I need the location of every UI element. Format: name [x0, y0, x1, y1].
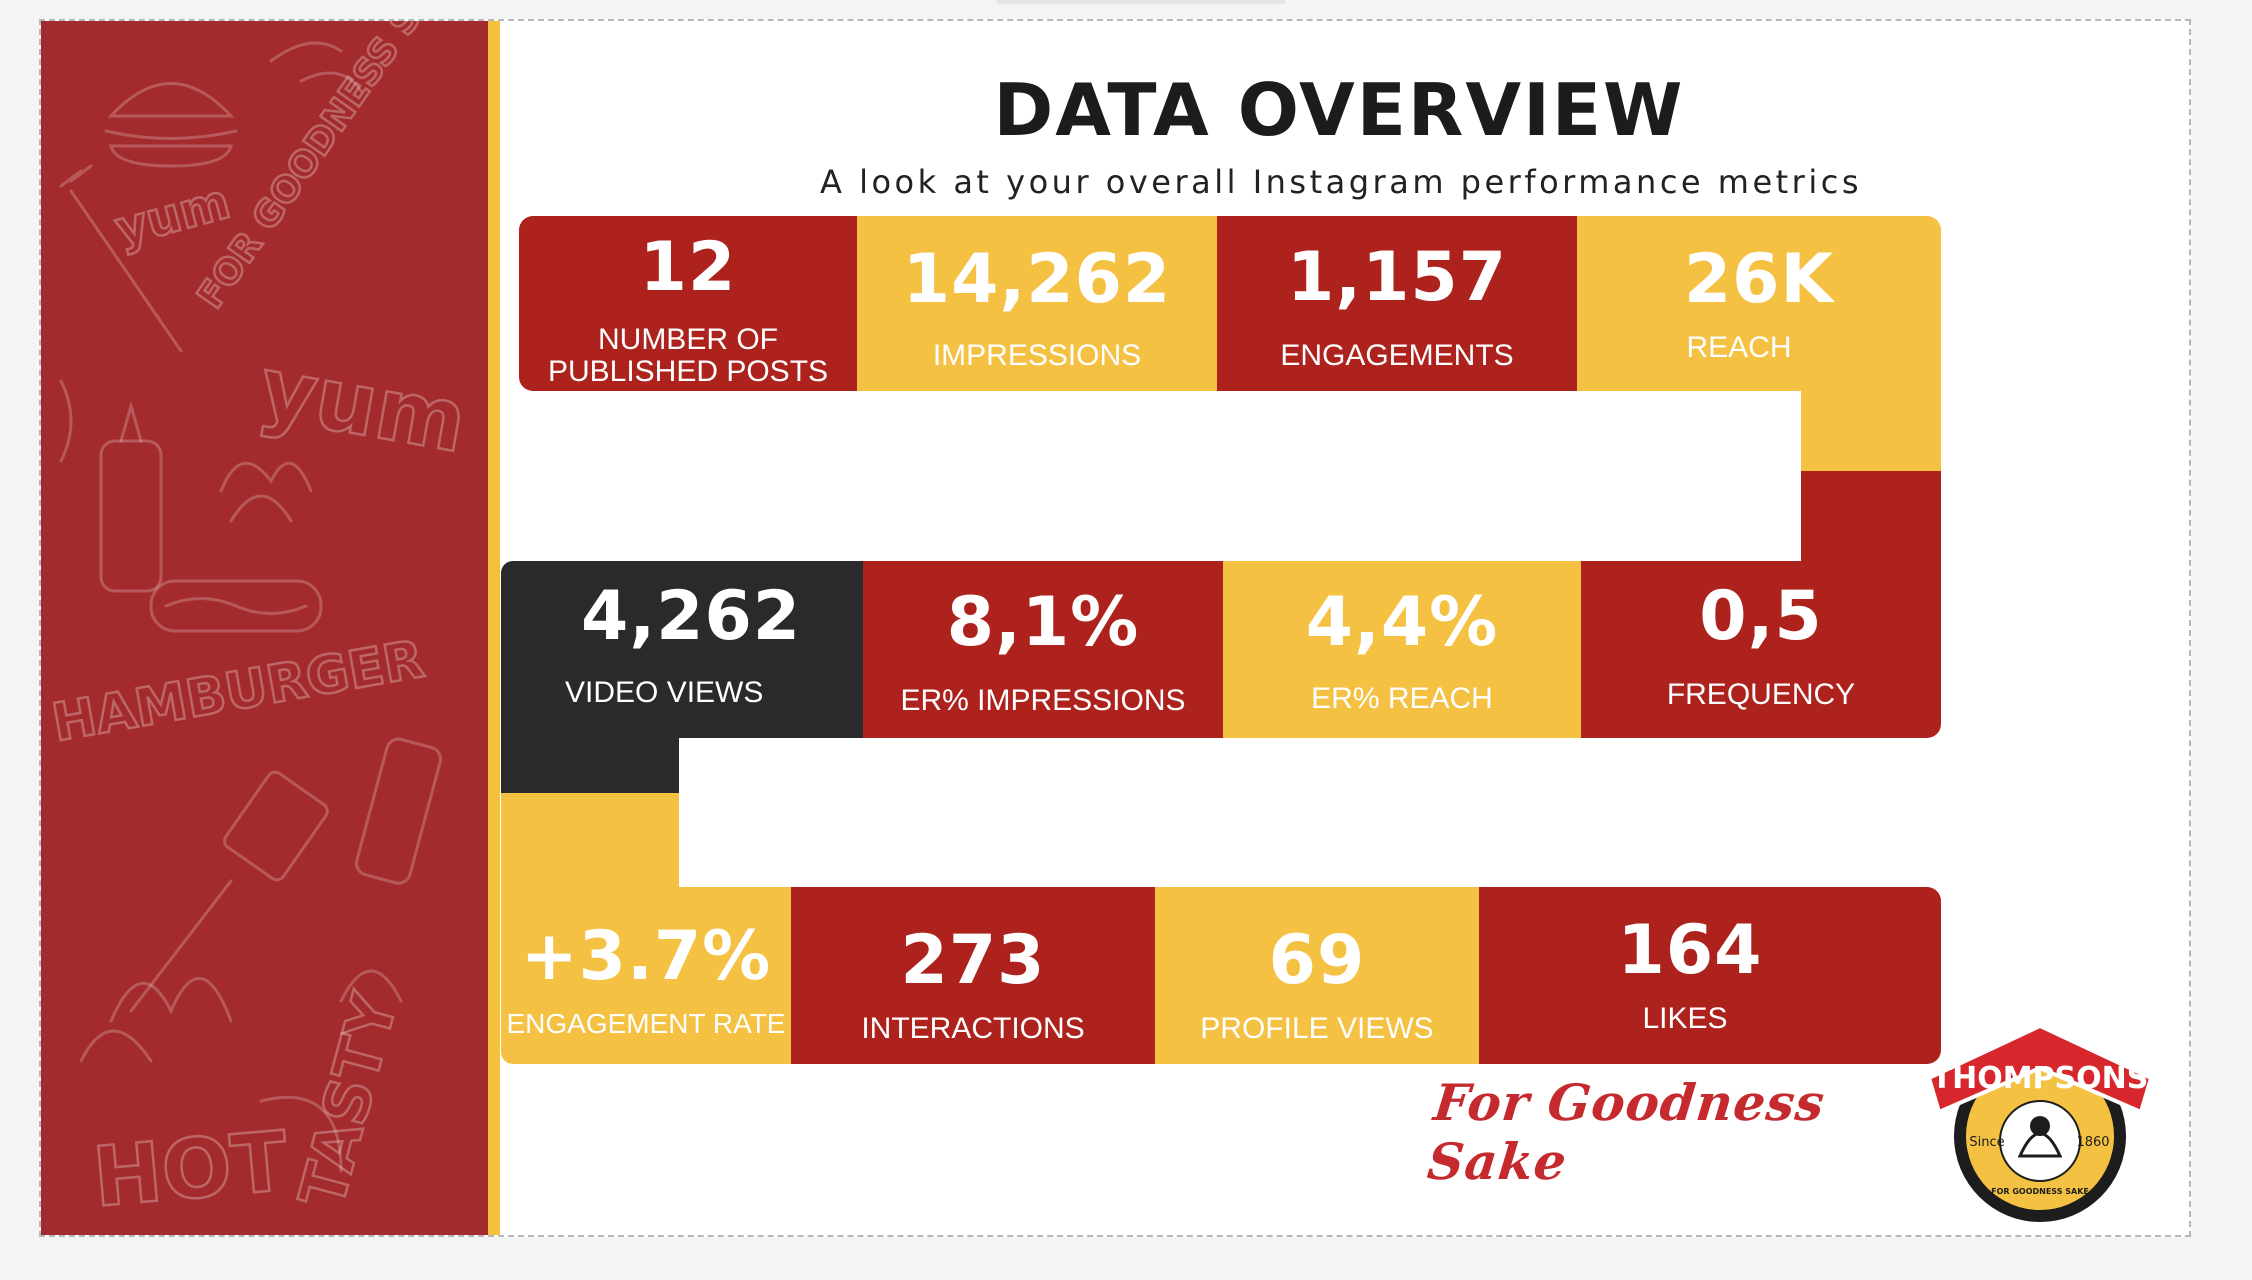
- brand-tagline: For Goodness Sake: [1424, 1073, 1828, 1191]
- yum-large-doodle-text: yum: [252, 338, 473, 472]
- logo-name: THOMPSONS: [1932, 1061, 2149, 1096]
- metric-reach: 26K REACH: [1577, 216, 1941, 391]
- connector-left-cutout: [679, 739, 1579, 903]
- decorative-side-panel: yum FOR GOODNESS SAKE yum HAMBURGER: [41, 21, 488, 1235]
- slide-canvas: yum FOR GOODNESS SAKE yum HAMBURGER: [39, 19, 2191, 1237]
- metric-published-posts: 12 NUMBER OF PUBLISHED POSTS: [519, 216, 857, 391]
- metric-value: +3.7%: [520, 917, 772, 996]
- hamburger-doodle-text: HAMBURGER: [48, 629, 428, 753]
- metric-profile-views: 69 PROFILE VIEWS: [1155, 887, 1479, 1064]
- metric-value: 8,1%: [946, 583, 1140, 662]
- metric-value: 1,157: [1286, 238, 1508, 317]
- food-doodle-illustration: yum FOR GOODNESS SAKE yum HAMBURGER: [47, 21, 477, 1227]
- metric-er-impressions: 8,1% ER% IMPRESSIONS: [863, 561, 1223, 738]
- burger-doodle-icon: [104, 41, 363, 168]
- metric-label: IMPRESSIONS: [932, 339, 1142, 372]
- page-title: DATA OVERVIEW: [993, 68, 1685, 152]
- metric-impressions: 14,262 IMPRESSIONS: [857, 216, 1217, 391]
- page-subtitle: A look at your overall Instagram perform…: [820, 163, 1862, 201]
- for-goodness-doodle-text: FOR GOODNESS SAKE: [190, 21, 476, 316]
- hot-doodle-text: HOT: [89, 1114, 291, 1226]
- metric-label: ENGAGEMENT RATE: [506, 1008, 786, 1039]
- connector-right-cutout: [1081, 391, 1801, 571]
- metric-value: 273: [900, 921, 1046, 1000]
- window-top-tab: [996, 0, 1286, 4]
- bottle-doodle-icon: [59, 379, 163, 593]
- metric-likes: 164 LIKES: [1479, 887, 1941, 1064]
- metric-label: PROFILE VIEWS: [1200, 1012, 1434, 1045]
- hotdog-doodle-icon: [149, 579, 323, 633]
- metric-label: ER% REACH: [1311, 682, 1493, 715]
- yellow-divider-stripe: [488, 21, 500, 1235]
- metric-value: 164: [1617, 911, 1763, 990]
- flame-doodle-icon: [219, 461, 313, 523]
- metric-label: FREQUENCY: [1666, 678, 1856, 711]
- metric-interactions: 273 INTERACTIONS: [791, 887, 1155, 1064]
- metric-label-line-2: PUBLISHED POSTS: [547, 354, 829, 388]
- yum-doodle-text: yum: [110, 174, 236, 258]
- metric-label: LIKES: [1642, 1002, 1728, 1035]
- metric-label: REACH: [1686, 331, 1792, 364]
- sausage-doodle-icon: [259, 1095, 343, 1173]
- metric-er-reach: 4,4% ER% REACH: [1223, 561, 1581, 738]
- sauce-bottle-doodle-icon: [354, 737, 442, 885]
- spatula-doodle-icon: [129, 770, 329, 1013]
- metric-label-line-1: NUMBER OF: [597, 323, 778, 356]
- metric-label: ENGAGEMENTS: [1280, 339, 1514, 372]
- metric-engagements: 1,157 ENGAGEMENTS: [1217, 216, 1577, 391]
- metric-value: 12: [639, 228, 737, 307]
- metric-label: ER% IMPRESSIONS: [900, 684, 1186, 717]
- metric-label: VIDEO VIEWS: [565, 676, 764, 709]
- metric-value: 0,5: [1699, 577, 1823, 656]
- metric-label: INTERACTIONS: [861, 1012, 1085, 1045]
- fork-doodle-icon: [59, 164, 183, 353]
- metric-frequency: 0,5 FREQUENCY: [1581, 561, 1941, 738]
- fire-doodle-icon: [79, 969, 403, 1063]
- metric-value: 69: [1268, 921, 1366, 1000]
- metric-value: 26K: [1683, 240, 1835, 319]
- metric-value: 4,262: [581, 577, 802, 656]
- metric-label: NUMBER OF PUBLISHED POSTS: [548, 324, 828, 387]
- metric-value: 14,262: [902, 240, 1172, 319]
- thompsons-logo: THOMPSONS Since 1860 FOR GOODNESS SAKE: [1926, 1023, 2154, 1222]
- logo-motto: FOR GOODNESS SAKE: [1991, 1187, 2089, 1196]
- metric-video-views: 4,262 VIDEO VIEWS: [501, 561, 863, 738]
- metric-value: 4,4%: [1305, 583, 1499, 662]
- logo-year: 1860: [2076, 1135, 2109, 1150]
- logo-since: Since: [1969, 1135, 2004, 1150]
- metric-engagement-rate: +3.7% ENGAGEMENT RATE: [501, 887, 791, 1064]
